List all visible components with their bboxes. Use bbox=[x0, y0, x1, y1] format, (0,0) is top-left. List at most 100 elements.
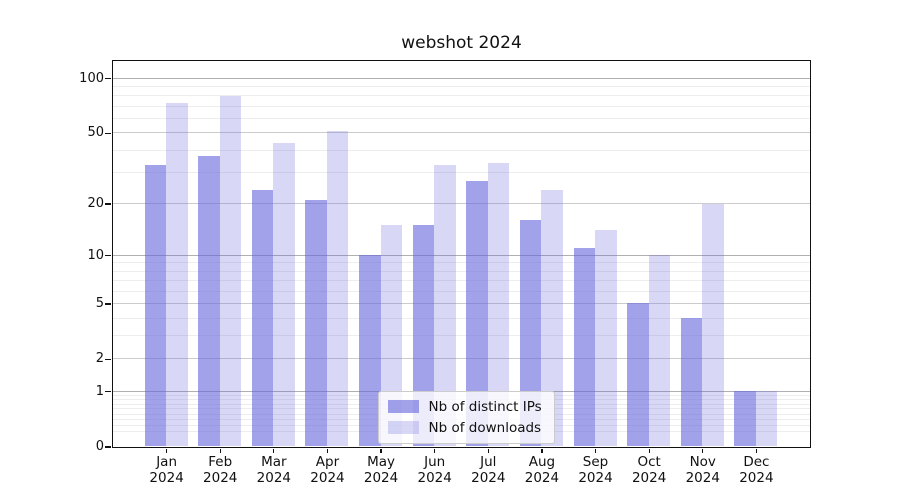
xtick-month: Oct bbox=[637, 454, 661, 470]
xtick-label-aug: Aug 2024 bbox=[512, 454, 572, 486]
ytick-mark-2 bbox=[105, 358, 111, 360]
bar-jul-distinct-ips bbox=[466, 180, 488, 447]
xtick-label-jun: Jun 2024 bbox=[405, 454, 465, 486]
xtick-mark-dec bbox=[755, 448, 758, 453]
legend: Nb of distinct IPs Nb of downloads bbox=[377, 390, 555, 444]
bar-aug-downloads bbox=[541, 189, 563, 447]
xtick-month: Sep bbox=[582, 454, 609, 470]
bar-dec-downloads bbox=[755, 391, 778, 447]
bar-apr-distinct-ips bbox=[305, 199, 327, 447]
xtick-month: Feb bbox=[208, 454, 233, 470]
gridline-minor-90 bbox=[112, 85, 810, 87]
gridline-minor-8 bbox=[112, 270, 810, 272]
gridline-minor-70 bbox=[112, 105, 810, 107]
legend-label-downloads: Nb of downloads bbox=[428, 419, 542, 436]
xtick-month: Jun bbox=[424, 454, 446, 470]
xtick-mark-may bbox=[380, 448, 382, 453]
ytick-label-20: 20 bbox=[87, 196, 104, 211]
xtick-label-jul: Jul 2024 bbox=[458, 454, 518, 486]
xtick-mark-mar bbox=[273, 448, 275, 453]
gridline-minor-80 bbox=[112, 95, 810, 97]
ytick-label-100: 100 bbox=[79, 70, 104, 86]
bar-jan-downloads bbox=[166, 102, 188, 447]
bar-oct-distinct-ips bbox=[627, 303, 649, 447]
xtick-mark-jan bbox=[165, 448, 168, 453]
ytick-mark-20 bbox=[105, 203, 111, 205]
ytick-label-1: 1 bbox=[95, 383, 104, 399]
ytick-mark-10 bbox=[105, 254, 111, 257]
gridline-minor-4 bbox=[112, 317, 810, 319]
ytick-label-0: 0 bbox=[95, 439, 104, 454]
bar-nov-distinct-ips bbox=[680, 318, 703, 447]
bar-may-distinct-ips bbox=[359, 255, 381, 447]
ytick-mark-5 bbox=[105, 303, 111, 305]
bar-mar-distinct-ips bbox=[251, 189, 274, 447]
legend-swatch-downloads bbox=[387, 421, 419, 434]
xtick-mark-nov bbox=[702, 448, 704, 453]
xtick-label-oct: Oct 2024 bbox=[619, 454, 679, 486]
xtick-year: 2024 bbox=[203, 470, 238, 486]
ytick-mark-0 bbox=[105, 446, 111, 448]
gridline-50 bbox=[112, 132, 810, 134]
xtick-month: Mar bbox=[261, 454, 287, 470]
bar-nov-downloads bbox=[702, 203, 724, 447]
plot-inner bbox=[112, 61, 810, 447]
bar-oct-downloads bbox=[648, 255, 671, 447]
xtick-label-nov: Nov 2024 bbox=[673, 454, 733, 486]
legend-entry-distinct-ips: Nb of distinct IPs bbox=[387, 398, 542, 415]
xtick-month: Nov bbox=[689, 454, 716, 470]
gridline-2 bbox=[112, 358, 810, 360]
xtick-mark-apr bbox=[326, 448, 329, 453]
gridline-minor-30 bbox=[112, 171, 810, 173]
xtick-year: 2024 bbox=[524, 470, 560, 486]
legend-label-distinct-ips: Nb of distinct IPs bbox=[428, 398, 542, 415]
ytick-label-5: 5 bbox=[95, 295, 104, 311]
bar-jun-downloads bbox=[434, 165, 456, 447]
legend-entry-downloads: Nb of downloads bbox=[387, 419, 542, 436]
xtick-year: 2024 bbox=[310, 470, 345, 486]
ytick-label-50: 50 bbox=[87, 125, 104, 141]
xtick-month: Aug bbox=[528, 454, 556, 470]
xtick-year: 2024 bbox=[363, 470, 399, 486]
xtick-mark-jun bbox=[434, 448, 436, 453]
xtick-label-dec: Dec 2024 bbox=[726, 454, 786, 486]
legend-swatch-distinct-ips bbox=[387, 400, 419, 413]
xtick-mark-oct bbox=[648, 448, 650, 453]
xtick-label-may: May 2024 bbox=[351, 454, 411, 486]
xtick-mark-feb bbox=[219, 448, 221, 453]
gridline-minor-60 bbox=[112, 117, 810, 119]
xtick-year: 2024 bbox=[631, 470, 667, 486]
xtick-label-apr: Apr 2024 bbox=[297, 454, 357, 486]
gridline-minor-6 bbox=[112, 290, 810, 292]
gridline-100 bbox=[112, 77, 810, 79]
xtick-year: 2024 bbox=[471, 470, 506, 486]
gridline-minor-40 bbox=[112, 149, 810, 151]
ytick-label-10: 10 bbox=[87, 247, 104, 263]
xtick-mark-aug bbox=[541, 448, 543, 453]
gridline-20 bbox=[112, 203, 810, 204]
xtick-label-feb: Feb 2024 bbox=[190, 454, 250, 486]
bar-feb-distinct-ips bbox=[198, 156, 220, 447]
gridline-10 bbox=[112, 254, 810, 256]
bar-feb-downloads bbox=[219, 95, 242, 447]
xtick-label-sep: Sep 2024 bbox=[566, 454, 626, 486]
xtick-year: 2024 bbox=[739, 470, 774, 486]
xtick-month: Jan bbox=[156, 454, 178, 470]
xtick-month: Jul bbox=[480, 454, 497, 470]
gridline-minor-7 bbox=[112, 280, 810, 282]
xtick-year: 2024 bbox=[685, 470, 720, 486]
plot-area: Nb of distinct IPs Nb of downloads bbox=[111, 59, 811, 448]
xtick-year: 2024 bbox=[578, 470, 613, 486]
xtick-month: Dec bbox=[743, 454, 770, 470]
xtick-year: 2024 bbox=[417, 470, 452, 486]
chart-title: webshot 2024 bbox=[401, 33, 522, 53]
gridline-5 bbox=[112, 302, 810, 304]
bar-sep-distinct-ips bbox=[573, 248, 596, 447]
ytick-label-2: 2 bbox=[95, 351, 104, 367]
bar-dec-distinct-ips bbox=[734, 391, 756, 447]
bar-sep-downloads bbox=[595, 230, 617, 447]
ytick-mark-1 bbox=[105, 391, 111, 393]
xtick-month: May bbox=[367, 454, 396, 470]
bar-mar-downloads bbox=[273, 142, 295, 447]
